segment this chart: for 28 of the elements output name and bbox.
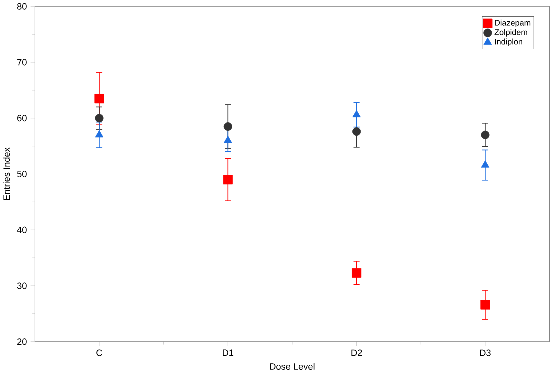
y-tick-label: 50	[17, 170, 27, 178]
y-axis-title: Entries Index	[3, 148, 10, 200]
point	[223, 174, 233, 184]
y-tick-label: 20	[18, 338, 27, 345]
y-tick-label: 80	[17, 3, 27, 10]
point	[95, 130, 104, 138]
legend-label: Indiplon	[495, 38, 522, 46]
point	[352, 268, 362, 278]
point	[94, 94, 104, 104]
x-axis-title: Dose Level	[270, 363, 315, 370]
x-tick-label: C	[96, 350, 102, 356]
x-tick-label: D3	[480, 350, 491, 356]
y-tick-label: 60	[18, 114, 27, 122]
point	[352, 127, 362, 136]
point	[352, 110, 361, 118]
point	[95, 114, 104, 122]
y-tick-label: 40	[17, 226, 27, 234]
y-tick-label: 70	[18, 59, 27, 66]
x-tick-label: D2	[352, 350, 362, 356]
legend-label: Zolpidem	[494, 29, 528, 37]
point	[481, 130, 490, 140]
x-tick-label: D1	[223, 350, 234, 356]
point	[224, 122, 232, 131]
point	[224, 136, 232, 144]
point	[481, 160, 490, 168]
point	[480, 300, 490, 310]
y-tick-label: 30	[17, 282, 27, 290]
legend-label: Diazepam	[495, 20, 531, 28]
